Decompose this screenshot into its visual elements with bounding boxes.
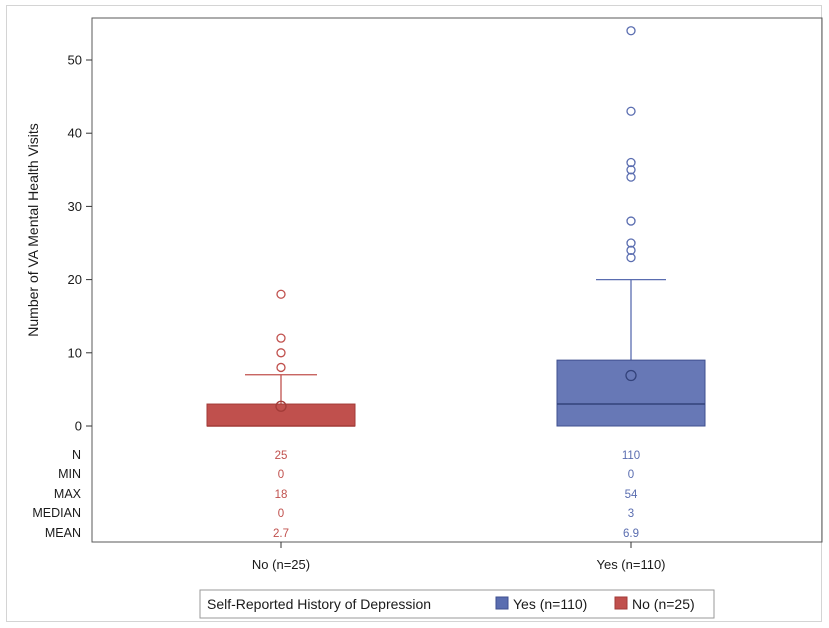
legend-label: No (n=25) — [632, 596, 695, 612]
stat-row-label: MEAN — [45, 526, 81, 540]
y-tick-label: 30 — [68, 199, 82, 214]
legend-items: Yes (n=110) No (n=25) — [495, 596, 695, 612]
outlier-point — [276, 333, 286, 343]
iqr-box — [206, 403, 356, 427]
y-axis: 0 10 20 30 40 50 — [68, 53, 92, 434]
boxes — [206, 26, 706, 427]
stat-value: 3 — [628, 508, 634, 520]
outlier-point — [626, 216, 636, 226]
y-tick-label: 40 — [68, 126, 82, 141]
mean-marker — [625, 369, 637, 382]
outlier-point — [626, 245, 636, 255]
outlier-point — [626, 106, 636, 116]
outlier-point — [626, 252, 636, 263]
stats-table: N MIN MAX MEDIAN MEAN 25 0 18 0 2.7 110 0 54 3 6.9 — [32, 448, 640, 540]
stat-value: 0 — [278, 508, 284, 520]
outlier-point — [626, 26, 636, 36]
box-group — [556, 26, 706, 427]
legend-swatch — [614, 596, 628, 610]
stat-value: 0 — [628, 469, 634, 481]
stat-value: 110 — [622, 450, 640, 462]
outlier-point — [276, 289, 286, 299]
outlier-point — [626, 165, 636, 175]
y-axis-title: Number of VA Mental Health Visits — [25, 123, 41, 336]
legend-swatch — [495, 596, 509, 610]
outlier-point — [626, 157, 636, 168]
x-tick-label: No (n=25) — [252, 557, 310, 572]
stat-value: 0 — [278, 469, 284, 481]
plot-area — [91, 17, 823, 543]
y-tick-label: 0 — [75, 419, 82, 434]
x-tick-label: Yes (n=110) — [596, 557, 665, 572]
stat-value: 25 — [275, 450, 288, 462]
legend: Self-Reported History of Depression Yes … — [199, 589, 715, 619]
stat-row-label: MEDIAN — [32, 506, 81, 520]
stat-row-label: N — [72, 448, 81, 462]
outlier-point — [276, 362, 286, 373]
stat-value: 2.7 — [273, 528, 289, 540]
stat-value: 6.9 — [623, 528, 639, 540]
stat-value: 18 — [275, 489, 288, 501]
legend-box — [199, 589, 715, 619]
y-tick-label: 50 — [68, 53, 82, 68]
y-tick-label: 20 — [68, 272, 82, 287]
outlier-point — [626, 172, 636, 182]
outlier-point — [626, 238, 636, 248]
stat-value: 54 — [625, 489, 638, 501]
y-tick-label: 10 — [68, 345, 82, 360]
legend-title: Self-Reported History of Depression — [207, 596, 431, 612]
mean-marker — [275, 400, 287, 412]
outlier-point — [276, 348, 286, 358]
stat-row-label: MAX — [54, 487, 82, 501]
stat-row-label: MIN — [58, 467, 81, 481]
legend-item: Yes (n=110) — [495, 596, 587, 612]
legend-label: Yes (n=110) — [513, 596, 587, 612]
x-axis: No (n=25) Yes (n=110) — [252, 542, 666, 572]
legend-item: No (n=25) — [614, 596, 695, 612]
box-group — [206, 289, 356, 427]
